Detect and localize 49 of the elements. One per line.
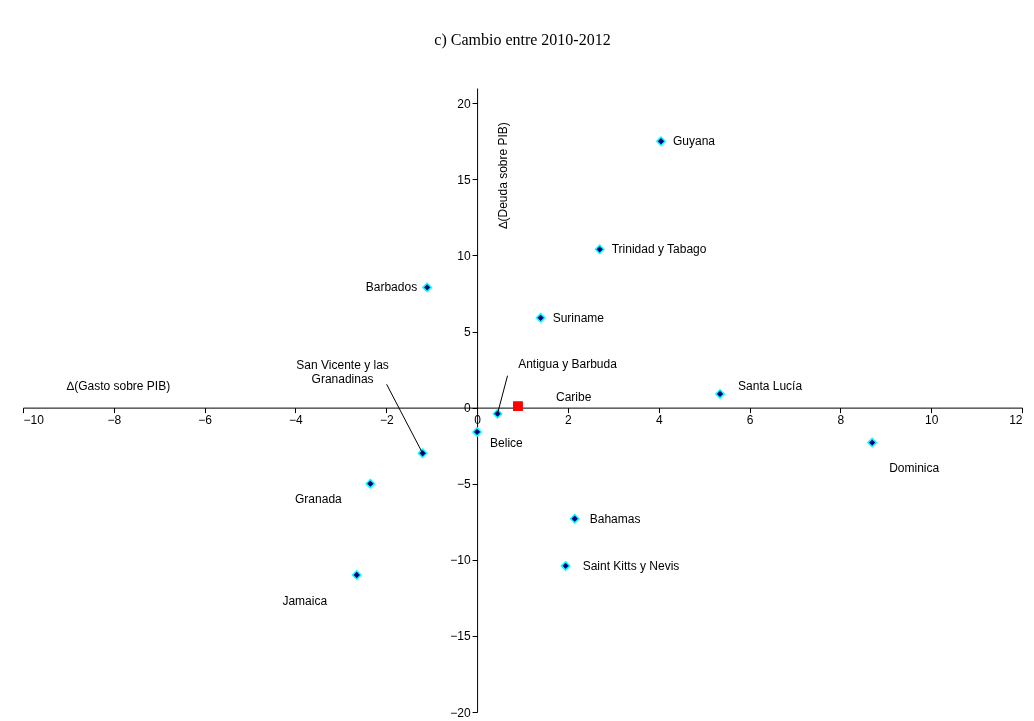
chart-title: c) Cambio entre 2010-2012 <box>434 31 611 49</box>
point <box>594 244 605 255</box>
y-tick-label: −10 <box>450 553 471 568</box>
x-tick-label: 10 <box>925 413 939 428</box>
y-tick-label: −15 <box>450 629 471 644</box>
point <box>867 437 878 448</box>
annotation: Jamaica <box>282 594 328 609</box>
x-tick-label: 6 <box>746 413 754 428</box>
annotation: Antigua y Barbuda <box>518 356 618 371</box>
y-tick-label: 20 <box>457 96 471 111</box>
x-tick-label: 2 <box>565 413 573 428</box>
annotation: Saint Kitts y Nevis <box>582 558 680 573</box>
x-tick-label: −6 <box>198 413 213 428</box>
y-tick-label: −20 <box>450 705 471 720</box>
point <box>513 401 523 412</box>
point <box>715 388 725 399</box>
annotation: Granada <box>295 491 343 506</box>
text: Caribe <box>555 390 592 405</box>
x-tick-label: 4 <box>655 413 663 428</box>
y-tick-label: 5 <box>463 325 471 340</box>
y-tick-label: 10 <box>457 248 471 263</box>
point <box>351 570 362 580</box>
x-tick-label: −4 <box>289 413 304 428</box>
point <box>656 136 666 147</box>
x-tick-label: −2 <box>379 413 394 428</box>
y-axis-title: ∆(Deuda sobre PIB) <box>495 122 510 229</box>
point <box>569 513 580 524</box>
annotation: Bahamas <box>589 511 641 526</box>
annotation: San Vicente y las Granadinas <box>296 358 389 387</box>
y-tick-label: −5 <box>456 477 471 492</box>
point <box>417 448 428 459</box>
point <box>472 427 483 437</box>
y-tick-label: 15 <box>457 172 471 187</box>
annotation: Belice <box>490 435 524 450</box>
annotation: Santa Lucía <box>738 378 803 393</box>
point <box>535 312 546 323</box>
x-tick-label: 8 <box>837 413 845 428</box>
annotation: Dominica <box>889 460 940 475</box>
x-tick-label: −8 <box>107 413 122 428</box>
point <box>560 560 571 571</box>
annotation: Guyana <box>673 134 716 149</box>
annotation: Suriname <box>552 310 605 325</box>
x-tick-label: 12 <box>1009 413 1023 428</box>
point <box>422 282 433 293</box>
annotation: Trinidad y Tabago <box>611 242 707 257</box>
point <box>365 478 376 489</box>
annotation: Barbados <box>365 280 418 295</box>
x-axis-title: ∆(Gasto sobre PIB) <box>66 379 171 394</box>
x-tick-label: −10 <box>23 413 45 428</box>
